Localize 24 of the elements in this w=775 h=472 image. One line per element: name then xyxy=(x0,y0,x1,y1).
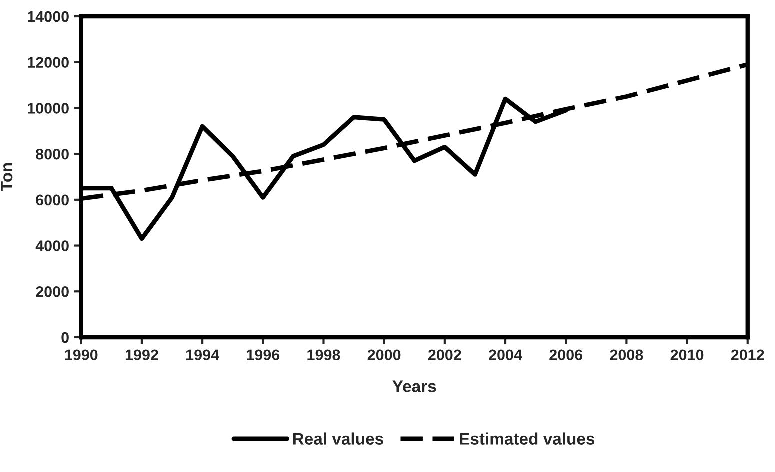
x-axis-title: Years xyxy=(392,380,436,392)
x-tick-label: 1992 xyxy=(126,350,158,361)
y-tick-label: 14000 xyxy=(28,11,69,22)
y-tick-label: 8000 xyxy=(36,148,69,160)
x-tick-label: 2012 xyxy=(731,350,764,361)
x-tick-label: 2008 xyxy=(610,350,644,361)
y-tick-label: 12000 xyxy=(28,57,69,68)
legend-label: Estimated values xyxy=(460,432,595,445)
legend-label: Real values xyxy=(293,432,384,445)
x-tick-label: 2010 xyxy=(670,350,704,361)
y-tick-label: 6000 xyxy=(36,194,69,206)
y-axis-title: Ton xyxy=(1,163,13,192)
x-tick-label: 2002 xyxy=(428,350,462,361)
y-tick-label: 2000 xyxy=(36,286,69,298)
x-tick-label: 2000 xyxy=(368,350,401,361)
x-tick-label: 1998 xyxy=(308,350,340,361)
x-tick-label: 1990 xyxy=(65,350,98,361)
x-tick-label: 2006 xyxy=(550,350,583,361)
y-tick-label: 10000 xyxy=(28,103,69,114)
y-tick-label: 4000 xyxy=(36,240,69,252)
y-tick-label: 0 xyxy=(62,332,69,344)
x-tick-label: 1996 xyxy=(247,350,280,361)
x-tick-label: 1994 xyxy=(186,350,220,361)
x-tick-label: 2004 xyxy=(489,350,522,361)
